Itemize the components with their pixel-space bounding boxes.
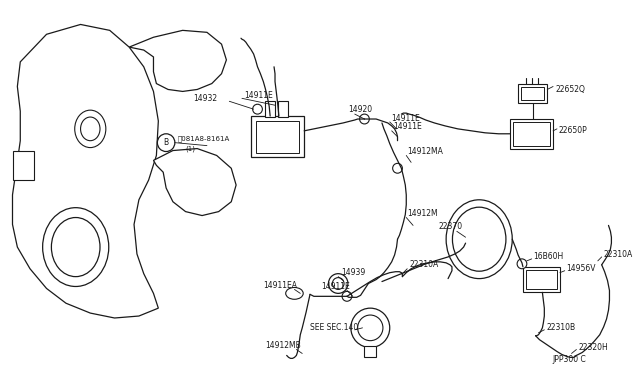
Bar — [255, 121, 300, 153]
Bar — [523, 267, 560, 292]
Text: 14920: 14920 — [348, 105, 372, 114]
Circle shape — [360, 114, 369, 124]
Circle shape — [358, 315, 383, 341]
Bar — [266, 101, 275, 117]
Text: 14911E: 14911E — [322, 282, 351, 291]
Text: 14912M: 14912M — [407, 209, 438, 218]
Polygon shape — [13, 25, 158, 318]
Ellipse shape — [446, 200, 512, 279]
Bar — [13, 151, 34, 180]
Text: 14932: 14932 — [193, 94, 218, 103]
Circle shape — [393, 163, 403, 173]
Ellipse shape — [452, 207, 506, 271]
Circle shape — [157, 134, 175, 151]
Circle shape — [351, 308, 390, 347]
Text: 14911E: 14911E — [244, 91, 273, 100]
Text: B: B — [164, 138, 169, 147]
Text: 22652Q: 22652Q — [555, 85, 585, 94]
Bar — [526, 270, 557, 289]
Ellipse shape — [43, 208, 109, 286]
Bar — [278, 101, 287, 117]
Text: 22320H: 22320H — [579, 343, 608, 352]
Text: 14911EA: 14911EA — [263, 281, 298, 290]
Circle shape — [342, 291, 352, 301]
Bar — [251, 116, 304, 157]
Text: 22310A: 22310A — [604, 250, 633, 259]
Text: 22650P: 22650P — [559, 126, 588, 135]
Text: 22370: 22370 — [438, 222, 463, 231]
Text: SEE SEC.140: SEE SEC.140 — [310, 323, 358, 332]
Text: JPP300 C: JPP300 C — [552, 355, 586, 364]
Circle shape — [253, 104, 262, 114]
Polygon shape — [129, 31, 227, 92]
Bar — [510, 119, 553, 148]
Circle shape — [517, 259, 527, 269]
Text: 16B60H: 16B60H — [534, 253, 564, 262]
Text: 14911E: 14911E — [392, 113, 420, 122]
Circle shape — [328, 274, 348, 294]
Text: 14956V: 14956V — [566, 264, 596, 273]
Ellipse shape — [285, 288, 303, 299]
Ellipse shape — [81, 117, 100, 141]
Ellipse shape — [75, 110, 106, 148]
Text: 22310A: 22310A — [409, 260, 438, 269]
Bar — [364, 346, 376, 357]
Bar — [518, 84, 547, 103]
Ellipse shape — [51, 218, 100, 277]
Text: 14939: 14939 — [341, 268, 365, 277]
Circle shape — [332, 278, 344, 289]
Text: 14911E: 14911E — [394, 122, 422, 131]
Text: 14912MB: 14912MB — [266, 341, 301, 350]
Bar — [521, 87, 545, 100]
Text: 22310B: 22310B — [547, 323, 575, 332]
Text: 14912MA: 14912MA — [407, 147, 443, 156]
Text: (1): (1) — [186, 145, 196, 152]
Bar — [513, 122, 550, 145]
Text: Ⓑ081A8-8161A: Ⓑ081A8-8161A — [178, 135, 230, 142]
Polygon shape — [154, 148, 236, 215]
